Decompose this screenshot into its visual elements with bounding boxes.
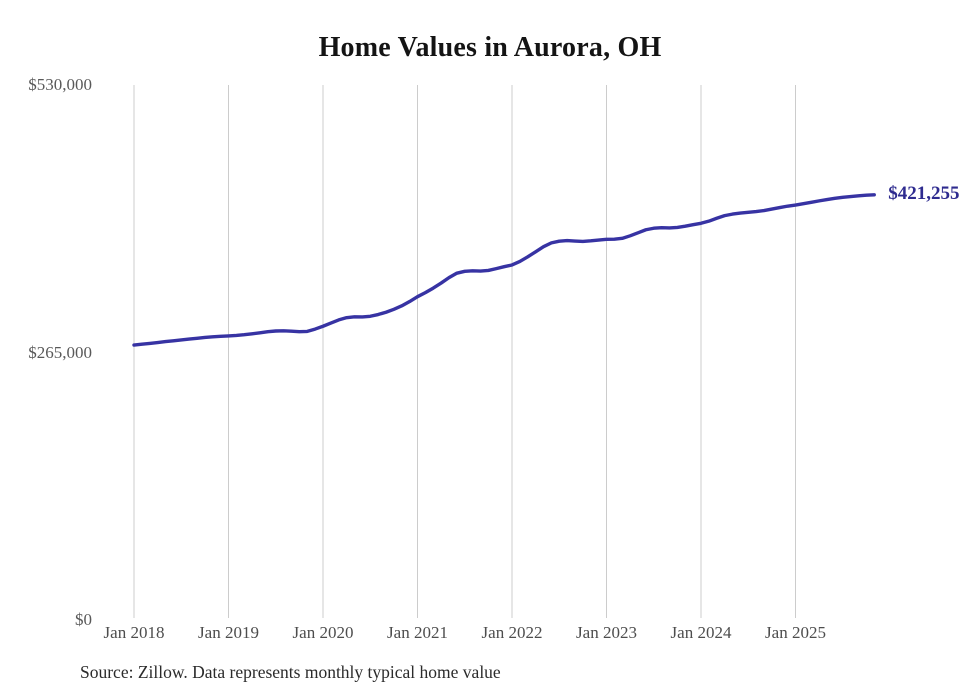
- y-axis-tick-label: $530,000: [28, 75, 92, 94]
- x-axis-tick-label: Jan 2021: [387, 623, 448, 642]
- y-axis-tick-label: $0: [75, 610, 92, 629]
- gridlines-group: [133, 85, 796, 618]
- chart-title: Home Values in Aurora, OH: [318, 32, 662, 63]
- x-axis-tick-label: Jan 2022: [481, 623, 543, 642]
- x-axis-tick-label: Jan 2024: [670, 623, 732, 642]
- end-value-label: $421,255: [888, 182, 960, 204]
- x-axis-tick-label: Jan 2025: [765, 623, 826, 642]
- y-axis-tick-label: $265,000: [28, 342, 92, 362]
- x-axis-tick-label: Jan 2019: [198, 623, 259, 642]
- source-note: Source: Zillow. Data represents monthly …: [80, 662, 501, 682]
- x-axis-tick-label: Jan 2018: [103, 623, 165, 642]
- home-value-line: [132, 193, 876, 347]
- x-axis-tick-label: Jan 2020: [292, 623, 354, 642]
- x-axis-tick-label: Jan 2023: [576, 623, 637, 642]
